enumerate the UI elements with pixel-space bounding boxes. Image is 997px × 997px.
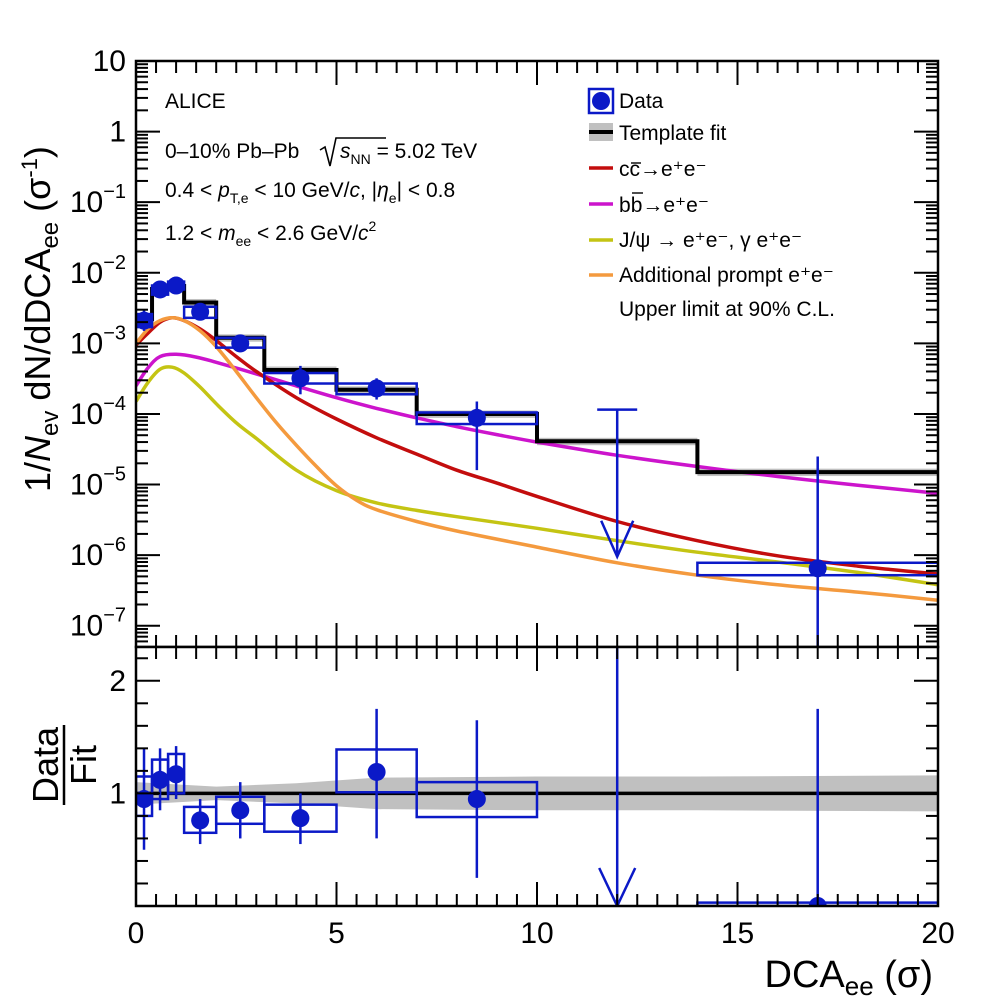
bb-curve xyxy=(136,352,938,496)
legend-entry-jpsi: J/ψ → e⁺e⁻, γ e⁺e⁻ xyxy=(589,229,802,252)
legend-data-box xyxy=(587,87,615,115)
x-tick-label: 15 xyxy=(721,917,754,950)
annotation-system-prefix: 0–10% Pb–Pb xyxy=(165,140,299,163)
y-tick-label: 10−3 xyxy=(70,322,126,360)
top-plot-area xyxy=(136,61,938,647)
ratio-point xyxy=(291,809,310,828)
bottom-frame xyxy=(134,645,940,908)
data-markers xyxy=(136,276,827,578)
data-point xyxy=(151,280,170,299)
legend-entry-template: Template fit xyxy=(589,122,727,145)
ratio-upper-limit-arrow xyxy=(598,647,637,906)
data-point xyxy=(291,369,310,388)
legend-entry-data: Data xyxy=(587,87,664,115)
y-tick-label: 1 xyxy=(109,116,126,149)
y-tick-label: 10 xyxy=(93,45,126,78)
x-tick-labels: 0 5 10 15 20 xyxy=(128,917,955,950)
svg-text:0–10% Pb–Pb: 0–10% Pb–Pb xyxy=(165,140,299,163)
annotation-mass: 1.2 < mee < 2.6 GeV/c2 xyxy=(165,218,377,249)
bottom-y-ticks: 12 xyxy=(109,657,938,885)
upper-limit-arrowhead xyxy=(600,520,635,560)
ratio-y-tick-label: 1 xyxy=(109,777,126,810)
ratio-upper-limit-arrowhead xyxy=(598,867,637,906)
top-y-ticks: 10 1 10−1 10−2 10−3 10−4 10−5 10−6 10−7 xyxy=(70,45,938,648)
data-point xyxy=(467,408,486,427)
legend-data-marker xyxy=(592,92,610,110)
legend-jpsi-label: J/ψ → e⁺e⁻, γ e⁺e⁻ xyxy=(619,229,802,252)
y-tick-label: 10−4 xyxy=(70,393,126,431)
annotation-energy: = 5.02 TeV xyxy=(371,140,477,163)
annotation-sqrt-s: s xyxy=(340,140,351,163)
upper-limit-arrow xyxy=(597,408,638,560)
jpsi-curve xyxy=(136,365,938,587)
experiment-label: ALICE xyxy=(165,90,226,113)
data-point xyxy=(367,379,386,398)
bottom-panel: 12 xyxy=(109,645,940,908)
legend-bb-label: bb→e⁺e⁻ xyxy=(619,194,709,217)
ratio-point xyxy=(151,770,170,789)
legend-prompt-label: Additional prompt e⁺e⁻ xyxy=(619,264,834,287)
bottom-y-axis-title: Data Fit xyxy=(25,725,104,805)
top-panel: 10 1 10−1 10−2 10−3 10−4 10−5 10−6 10−7 ALICE 0–… xyxy=(70,45,940,649)
ratio-label-denominator: Fit xyxy=(63,745,104,785)
x-tick-label: 0 xyxy=(128,917,145,950)
ratio-point xyxy=(231,801,250,820)
sqrt-symbol xyxy=(319,137,386,167)
top-y-axis-title: 1/Nev dN/dDCAee (σ-1) xyxy=(17,146,64,492)
legend-entry-prompt: Additional prompt e⁺e⁻ xyxy=(589,264,834,287)
prompt-curve xyxy=(136,316,938,602)
legend-cc-label: cc→e⁺e⁻ xyxy=(619,158,707,181)
legend-entry-bb: bb→e⁺e⁻ xyxy=(589,192,709,217)
data-point xyxy=(136,311,154,330)
y-tick-label: 10−5 xyxy=(70,464,126,502)
ratio-point xyxy=(191,811,210,830)
x-tick-label: 5 xyxy=(328,917,345,950)
ratio-label-numerator: Data xyxy=(25,726,66,803)
legend-data-label: Data xyxy=(619,90,664,113)
data-point xyxy=(167,276,186,295)
x-tick-label: 10 xyxy=(520,917,553,950)
data-point xyxy=(191,302,210,321)
ratio-markers xyxy=(136,762,827,906)
legend-template-label: Template fit xyxy=(619,122,727,145)
x-axis-title: DCAee (σ) xyxy=(765,954,933,997)
data-point xyxy=(808,559,827,578)
y-tick-label: 10−2 xyxy=(70,252,126,290)
top-x-ticks xyxy=(135,61,939,647)
ratio-point xyxy=(136,790,154,809)
ratio-point xyxy=(367,762,386,781)
y-tick-label: 10−7 xyxy=(70,605,126,643)
component-curves xyxy=(136,316,938,602)
annotation-system: 0–10% Pb–Pb sNN = 5.02 TeV xyxy=(165,137,477,167)
legend-upper-limit-label: Upper limit at 90% C.L. xyxy=(619,298,835,321)
legend-entry-cc: cc→e⁺e⁻ xyxy=(589,158,707,181)
data-point xyxy=(231,334,250,353)
ratio-y-tick-label: 2 xyxy=(109,665,126,698)
annotation-kinematics: 0.4 < pT,e < 10 GeV/c, |ηe| < 0.8 xyxy=(165,179,455,206)
svg-text:sNN = 5.02 TeV: sNN = 5.02 TeV xyxy=(340,140,477,167)
ratio-point xyxy=(467,790,486,809)
y-tick-label: 10−6 xyxy=(70,534,126,572)
x-tick-label: 20 xyxy=(921,917,954,950)
ratio-point xyxy=(167,765,186,784)
legend: Data Template fit cc→e⁺e⁻ bb→e⁺e⁻ J/ψ → … xyxy=(587,87,835,321)
annotation-sqrt-sub: NN xyxy=(351,151,371,167)
y-tick-label: 10−1 xyxy=(70,181,126,219)
